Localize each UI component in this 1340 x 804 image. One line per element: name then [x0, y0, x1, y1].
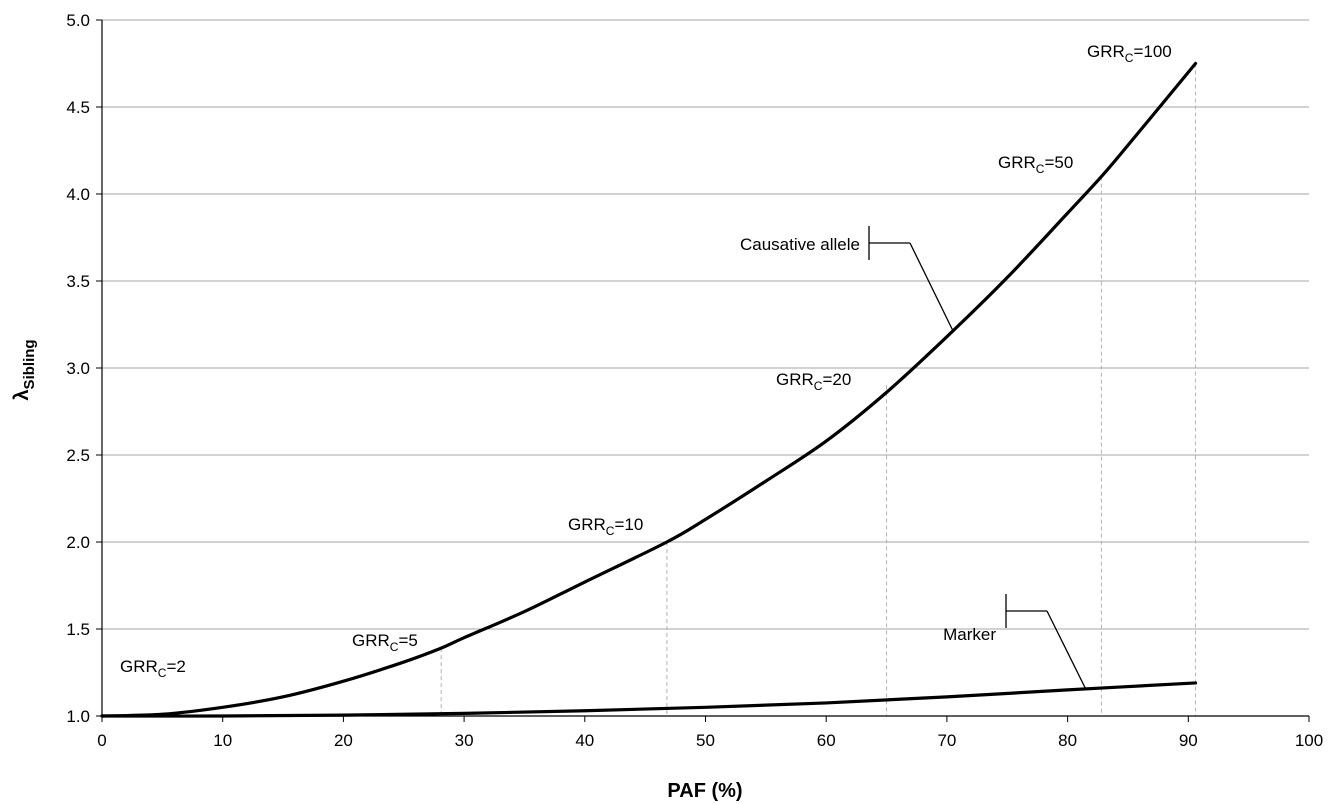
y-tick-label: 4.5	[66, 98, 90, 117]
marker-label: GRRC=100	[1087, 42, 1172, 65]
x-tick-label: 20	[334, 731, 353, 750]
x-tick-label: 70	[937, 731, 956, 750]
x-tick-label: 10	[213, 731, 232, 750]
y-axis-title-main: λ	[11, 389, 33, 400]
y-tick-label: 2.5	[66, 446, 90, 465]
annotation-leader	[909, 242, 954, 332]
marker-label: GRRC=50	[998, 153, 1073, 176]
x-tick-label: 0	[97, 731, 106, 750]
marker-labels: GRRC=2 GRRC=5 GRRC=10 GRRC=20 GRRC=50 GRRC=10…	[120, 42, 1172, 680]
x-tick-label: 60	[817, 731, 836, 750]
x-tick-label: 50	[696, 731, 715, 750]
marker-label: GRRC=20	[776, 370, 851, 393]
y-tick-label: 4.0	[66, 185, 90, 204]
series-lines	[100, 61, 1198, 718]
y-tick-label: 5.0	[66, 11, 90, 30]
annotation-causative-allele: Causative allele	[740, 235, 860, 254]
x-tick-label: 100	[1295, 731, 1323, 750]
y-tick-label: 1.5	[66, 620, 90, 639]
series-line-marker	[100, 681, 1198, 718]
x-tick-label: 90	[1179, 731, 1198, 750]
y-tick-label: 2.0	[66, 533, 90, 552]
x-tick-label: 80	[1058, 731, 1077, 750]
marker-label: GRRC=5	[352, 631, 418, 654]
annotations: Causative allele Marker	[740, 226, 1087, 690]
y-tick-label: 3.5	[66, 272, 90, 291]
tick-labels: 1.0 1.5 2.0 2.5 3.0 3.5 4.0 4.5 5.0 0 10 20 30 40 50 60…	[66, 11, 1323, 750]
annotation-marker: Marker	[943, 625, 996, 644]
marker-label: GRRC=2	[120, 657, 186, 680]
x-tick-label: 40	[575, 731, 594, 750]
y-axis-title-sub: Sibling	[21, 339, 38, 389]
annotation-leader	[1046, 610, 1087, 690]
y-tick-label: 1.0	[66, 707, 90, 726]
y-axis-title: λSibling	[11, 339, 38, 400]
y-tick-label: 3.0	[66, 359, 90, 378]
x-tick-label: 30	[455, 731, 474, 750]
series-line-causative-allele	[100, 61, 1198, 718]
gridlines	[102, 19, 1309, 630]
marker-droplines	[440, 63, 1197, 716]
axes	[96, 19, 1310, 722]
marker-label: GRRC=10	[568, 515, 643, 538]
x-axis-title: PAF (%)	[667, 780, 742, 802]
